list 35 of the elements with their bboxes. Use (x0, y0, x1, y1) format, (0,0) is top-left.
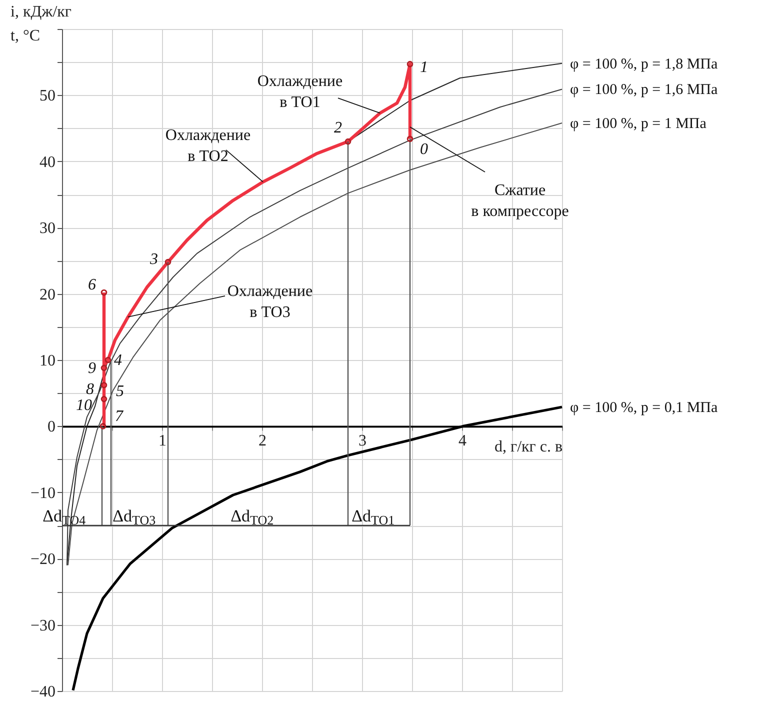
annotation: 10 (76, 397, 92, 414)
annotation: 6 (88, 276, 96, 294)
series-label: φ = 100 %, p = 0,1 МПа (570, 400, 718, 416)
y-tick-label: 30 (40, 220, 56, 238)
y-tick-label: −30 (30, 617, 56, 634)
x-tick-label: 2 (258, 432, 266, 450)
annotation: 1 (420, 59, 428, 76)
y-tick-label: 50 (40, 88, 56, 105)
annotation: 9 (88, 360, 96, 377)
series-label: φ = 100 %, p = 1,6 МПа (570, 82, 718, 98)
y-tick-label: 0 (48, 418, 56, 436)
annotation: 8 (86, 381, 94, 398)
y-tick-label: −10 (30, 484, 56, 502)
y-tick-label: 40 (40, 154, 56, 171)
y-axis-title: i, кДж/кг t, °C (10, 4, 72, 44)
annotation: 3 (149, 251, 158, 268)
x-tick-label: 4 (458, 432, 466, 450)
annotation: 2 (334, 120, 342, 137)
y-tick-label: 20 (40, 286, 56, 304)
y-tick-label: −20 (30, 551, 56, 568)
annotation: 0 (420, 140, 428, 158)
series-label: φ = 100 %, p = 1 МПа (570, 116, 707, 132)
annotation: 7 (115, 408, 124, 426)
x-axis-title: d, г/кг с. в (494, 438, 563, 456)
x-tick-label: 1 (158, 432, 166, 450)
annotation: 4 (114, 352, 122, 369)
annotation: 5 (116, 383, 124, 400)
annotation: Сжатие в компрессоре (471, 182, 569, 220)
x-tick-label: 3 (358, 432, 366, 450)
y-tick-label: −40 (30, 684, 56, 700)
annotation: Охлаждение в ТО3 (227, 282, 313, 321)
annotation: Охлаждение в ТО2 (165, 126, 251, 165)
y-tick-label: 10 (40, 352, 56, 370)
series-label: φ = 100 %, p = 1,8 МПа (570, 56, 718, 72)
annotation: Охлаждение в ТО1 (257, 73, 343, 112)
